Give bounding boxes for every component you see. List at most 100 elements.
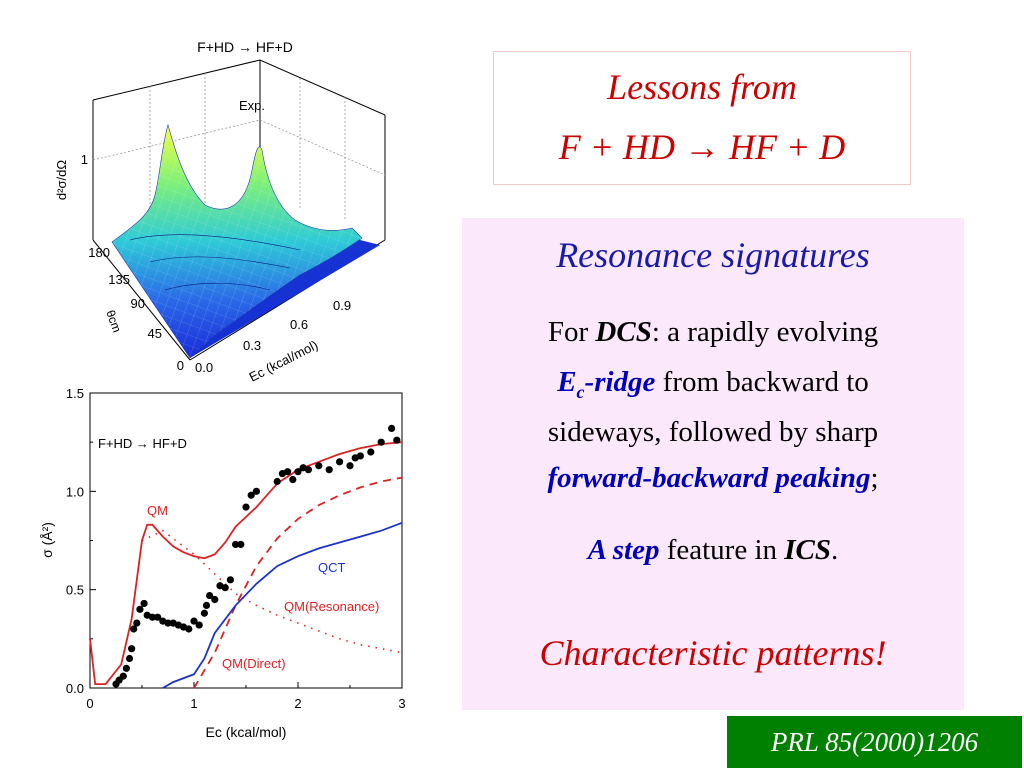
series-exp-point: [125, 654, 134, 663]
title-line-2: F + HD → HF + D: [558, 127, 846, 167]
theta-tick: 135: [108, 272, 130, 287]
cross-section-chart: 0 1 2 3 0.0 0.5 1.0 1.5 F+HD → HF+D σ (Å²) Ec (…: [39, 386, 406, 740]
series-exp-point: [393, 436, 401, 444]
title-box: Lessons from F + HD → HF + D: [493, 51, 911, 185]
summary-panel: Resonance signatures For DCS: a rapidly …: [462, 218, 964, 710]
series-exp-point: [325, 466, 333, 474]
surface-theta-label: θcm: [103, 308, 124, 334]
annotation-qct: QCT: [318, 560, 346, 575]
citation-badge: PRL 85(2000)1206: [727, 716, 1022, 768]
text-from-backward: from backward to: [655, 366, 869, 398]
title-line-1: Lessons from: [607, 67, 797, 107]
surface-z-label: d²σ/dΩ: [54, 160, 69, 200]
text-forward-backward: forward-backward peaking: [547, 462, 871, 494]
series-exp-point: [242, 503, 250, 511]
series-exp-point: [140, 599, 148, 608]
chart-y-label: σ (Å²): [39, 522, 55, 558]
series-exp-point: [356, 452, 364, 460]
panel-line-2: Ec-ridge from backward to: [462, 366, 964, 403]
series-exp-point: [128, 645, 136, 653]
surface-energy-ticks: 0.0 0.3 0.6 0.9: [195, 298, 351, 375]
text-rapidly: : a rapidly evolving: [651, 316, 879, 348]
y-tick-label: 0.5: [66, 583, 84, 598]
series-exp-point: [388, 424, 396, 432]
text-dcs: DCS: [595, 316, 652, 348]
series-exp-point: [154, 613, 162, 621]
series-exp-point: [377, 438, 385, 446]
series-exp-point: [211, 595, 219, 604]
chart-title: F+HD → HF+D: [98, 436, 187, 451]
series-exp-point: [336, 458, 344, 466]
text-e: E: [557, 366, 577, 398]
series-exp-point: [346, 462, 354, 470]
series-exp-point: [206, 591, 214, 600]
y-tick-label: 0.0: [66, 681, 84, 696]
y-tick-label: 1.5: [66, 386, 84, 401]
panel-conclusion: Characteristic patterns!: [539, 633, 887, 673]
x-tick-label: 1: [190, 696, 197, 711]
series-exp-point: [164, 619, 172, 627]
surface-exp-label: Exp.: [239, 98, 265, 113]
series-exp-point: [247, 491, 255, 499]
energy-tick: 0.9: [333, 298, 351, 313]
series-exp-point: [200, 609, 208, 617]
series-exp-point: [289, 475, 297, 484]
series-qct-line: [162, 521, 403, 689]
series-exp-point: [304, 466, 312, 474]
energy-tick: 0.3: [243, 338, 261, 353]
series-exp-point: [202, 601, 211, 609]
x-tick-label: 2: [294, 696, 301, 711]
text-feature-in: feature in: [659, 534, 785, 566]
series-exp-point: [315, 462, 323, 470]
text-ics: ICS: [784, 534, 832, 566]
x-tick-label: 3: [398, 696, 405, 711]
series-exp-point: [136, 605, 144, 613]
series-exp-point: [148, 613, 156, 621]
series-exp-point: [133, 619, 141, 627]
series-qm-resonance-line: [193, 476, 403, 689]
series-exp-point: [294, 468, 302, 476]
series-exp-point: [284, 468, 292, 476]
text-period: .: [831, 534, 839, 566]
chart-x-label: Ec (kcal/mol): [206, 724, 287, 740]
series-qm-line: [89, 441, 403, 686]
text-ridge: -ridge: [584, 366, 656, 398]
theta-tick: 90: [131, 296, 145, 311]
energy-tick: 0.0: [195, 360, 213, 375]
panel-line-4: forward-backward peaking;: [462, 462, 964, 495]
surface-title: F+HD → HF+D: [197, 39, 293, 55]
panel-heading: Resonance signatures: [556, 235, 870, 275]
series-exp-point: [122, 664, 130, 672]
series-exp-point: [273, 477, 281, 486]
annotation-qm-resonance: QM(Resonance): [284, 599, 379, 614]
text-semicolon: ;: [870, 462, 879, 494]
surface-ridge-lines: [129, 234, 301, 291]
y-tick-label: 1.0: [66, 484, 84, 499]
theta-tick: 45: [148, 326, 162, 341]
annotation-qm-direct: QM(Direct): [222, 656, 286, 671]
series-exp-point: [237, 540, 245, 549]
theta-tick: 0: [177, 358, 184, 373]
annotation-qm: QM: [147, 503, 168, 518]
series-qm-direct-line: [141, 529, 403, 654]
series-exp-point: [252, 487, 260, 495]
series-exp-point: [190, 617, 198, 625]
energy-tick: 0.6: [290, 317, 308, 332]
x-tick-label: 0: [86, 696, 93, 711]
series-exp-point: [367, 448, 375, 456]
text-a-step: A step: [587, 534, 660, 566]
series-exp-point: [130, 625, 138, 633]
series-exp-point: [232, 540, 240, 549]
series-exp-point: [226, 576, 234, 584]
series-exp-point: [119, 672, 127, 680]
surface-theta-ticks: 180 135 90 45 0: [88, 245, 184, 373]
panel-line-3: sideways, followed by sharp: [547, 416, 879, 448]
panel-line-1: For DCS: a rapidly evolving: [462, 316, 964, 349]
text-for: For: [547, 316, 596, 348]
surface-plot: F+HD → HF+D Exp. d²σ/dΩ 1 180 135 90 45 …: [54, 39, 386, 385]
series-exp-point: [185, 625, 193, 633]
surface-gridlines: [92, 73, 386, 230]
series-exp-point: [221, 584, 229, 592]
surface-z-tick: 1: [81, 152, 88, 167]
panel-line-5: A step feature in ICS.: [462, 534, 964, 567]
